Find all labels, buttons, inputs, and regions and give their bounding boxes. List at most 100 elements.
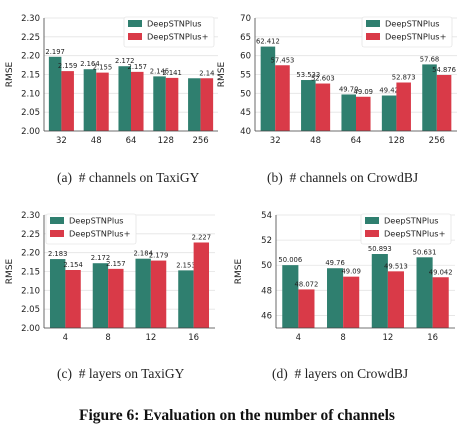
bar-deepstnplus [153, 76, 166, 131]
bar-deepstnplus [282, 265, 299, 328]
legend-swatch [365, 217, 379, 224]
data-label: 2.145 [150, 67, 169, 75]
data-label: 49.76 [325, 259, 344, 267]
legend-swatch [365, 230, 379, 237]
y-axis-label: RMSE [5, 258, 15, 284]
legend-label: DeepSTNPlus+ [384, 229, 445, 239]
bar-deepstnplus-plus [387, 271, 404, 328]
legend-swatch [50, 230, 64, 237]
data-label: 49.70 [339, 85, 358, 93]
y-tick-label: 2.30 [21, 211, 40, 221]
bar-deepstnplus [327, 268, 344, 328]
legend: DeepSTNPlus DeepSTNPlus+ [123, 16, 215, 48]
bar-deepstnplus [301, 80, 316, 131]
bar-deepstnplus-plus [96, 72, 109, 131]
y-axis-label: RMSE [234, 258, 244, 284]
data-label: 57.453 [271, 56, 295, 64]
y-axis-label: RMSE [217, 61, 227, 87]
data-label: 2.153 [176, 261, 195, 269]
legend: DeepSTNPlus DeepSTNPlus+ [361, 16, 453, 48]
x-tick-label: 32 [270, 136, 281, 146]
y-tick-label: 55 [240, 71, 251, 81]
data-label: 49.42 [379, 87, 398, 95]
caption-c: (c) # layers on TaxiGY [57, 366, 185, 381]
bar-deepstnplus-plus [131, 71, 144, 131]
bar-deepstnplus-plus [65, 269, 81, 328]
data-label: 48.072 [295, 280, 319, 288]
legend-swatch [366, 20, 380, 27]
bar-deepstnplus-plus [396, 82, 411, 131]
data-label: 53.533 [296, 71, 320, 79]
data-label: 2.183 [48, 250, 67, 258]
bar-deepstnplus-plus [343, 276, 360, 328]
data-label: 62.412 [256, 38, 280, 46]
legend-label: DeepSTNPlus [147, 19, 202, 29]
legend-label: DeepSTNPlus+ [385, 32, 446, 42]
bar-deepstnplus-plus [436, 74, 452, 131]
y-tick-label: 2.25 [21, 230, 40, 240]
bar-deepstnplus [341, 94, 356, 131]
y-tick-label: 2.05 [21, 108, 40, 118]
y-tick-label: 46 [261, 311, 272, 321]
data-label: 50.631 [413, 248, 437, 256]
y-tick-label: 2.15 [21, 71, 40, 81]
y-tick-label: 50 [261, 261, 272, 271]
legend-swatch [128, 33, 142, 40]
data-label: 2.157 [106, 260, 125, 268]
y-tick-label: 2.00 [21, 324, 40, 334]
bar-deepstnplus [135, 258, 151, 328]
x-tick-label: 16 [427, 333, 438, 343]
data-label: 2.155 [93, 64, 112, 72]
data-label: 49.09 [354, 88, 373, 96]
data-label: 2.227 [192, 233, 211, 241]
y-tick-label: 2.00 [21, 127, 40, 137]
data-label: 52.603 [311, 75, 335, 83]
bar-deepstnplus [49, 259, 66, 328]
x-tick-label: 48 [310, 136, 321, 146]
x-tick-label: 8 [340, 333, 345, 343]
x-tick-label: 256 [429, 136, 445, 146]
bar-deepstnplus-plus [298, 289, 315, 328]
data-label: 2.164 [80, 60, 99, 68]
legend-label: DeepSTNPlus [69, 216, 124, 226]
chart-panel-a: 2.00 2.05 2.10 2.15 2.20 2.25 2.30 RMSE 2.197 2.1… [5, 14, 218, 146]
data-label: 50.006 [278, 256, 302, 264]
legend-box [123, 16, 215, 48]
data-label: 2.141 [162, 69, 181, 77]
x-tick-label: 64 [126, 136, 137, 146]
legend: DeepSTNPlus DeepSTNPlus+ [45, 213, 137, 245]
legend-swatch [128, 20, 142, 27]
y-tick-label: 65 [240, 33, 251, 43]
bar-deepstnplus [381, 95, 397, 131]
caption-b: (b) # channels on CrowdBJ [267, 170, 418, 185]
x-tick-label: 8 [105, 333, 110, 343]
y-tick-label: 45 [240, 108, 251, 118]
x-tick-label: 4 [63, 333, 68, 343]
bar-deepstnplus-plus [108, 268, 124, 328]
bar-deepstnplus [371, 254, 388, 328]
y-tick-label: 40 [240, 127, 251, 137]
data-label: 2.172 [115, 57, 134, 65]
x-tick-label: 32 [56, 136, 67, 146]
data-label: 2.197 [45, 48, 64, 56]
legend-box [361, 16, 453, 48]
bar-deepstnplus [260, 46, 276, 131]
y-tick-label: 2.10 [21, 89, 40, 99]
y-tick-label: 70 [240, 14, 251, 24]
y-tick-label: 2.15 [21, 268, 40, 278]
x-tick-label: 12 [145, 333, 156, 343]
y-tick-label: 2.20 [21, 52, 40, 62]
x-tick-label: 48 [91, 136, 102, 146]
data-label: 49.09 [341, 268, 360, 276]
bar-deepstnplus-plus [356, 96, 371, 131]
y-tick-label: 2.20 [21, 249, 40, 259]
bar-deepstnplus [48, 56, 62, 132]
legend: DeepSTNPlus DeepSTNPlus+ [360, 213, 452, 245]
legend-label: DeepSTNPlus [384, 216, 439, 226]
figure-caption: Figure 6: Evaluation on the number of ch… [79, 407, 395, 424]
bar-deepstnplus-plus [150, 260, 167, 328]
y-tick-label: 2.10 [21, 286, 40, 296]
x-tick-label: 128 [158, 136, 174, 146]
